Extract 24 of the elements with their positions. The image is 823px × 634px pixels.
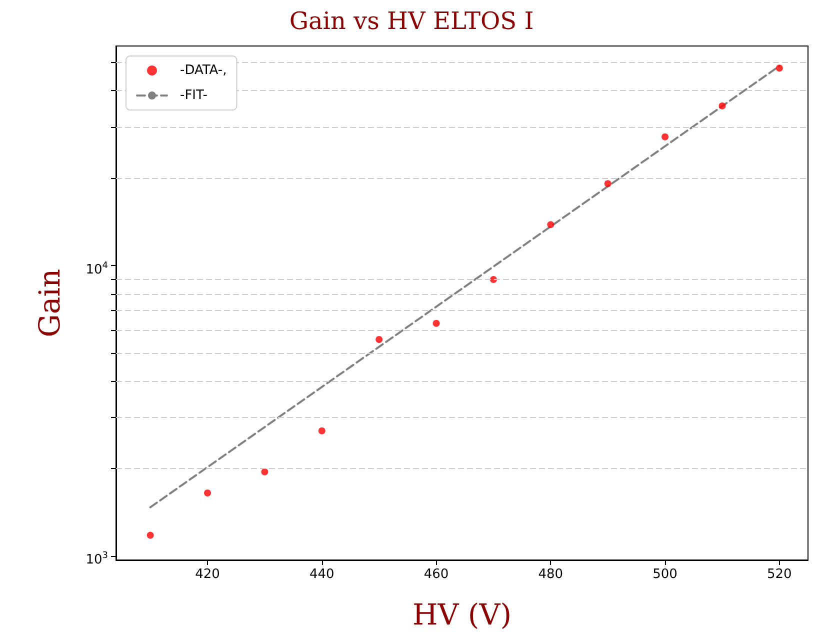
point — [432, 320, 440, 327]
point — [776, 64, 783, 72]
point — [146, 532, 154, 539]
x-tick-label: 520 — [766, 567, 792, 582]
x-tick-label: 500 — [652, 567, 678, 582]
point — [318, 427, 326, 434]
legend-label: -DATA-, — [180, 63, 227, 78]
point — [604, 180, 612, 188]
x-tick-label: 460 — [424, 567, 449, 582]
x-tick-label: 440 — [309, 567, 334, 582]
y-axis-title: Gain — [32, 268, 66, 338]
x-tick-label: 480 — [538, 567, 564, 582]
point — [662, 133, 669, 140]
x-tick-label: 420 — [195, 567, 220, 582]
legend-label: -FIT- — [180, 88, 208, 103]
point — [261, 468, 268, 476]
point — [718, 102, 726, 110]
point — [547, 221, 554, 228]
y-tick-label: 10$^{3}$ — [86, 550, 108, 570]
chart-title: Gain vs HV ELTOS I — [289, 7, 534, 35]
y-tick-label: 10$^{4}$ — [86, 260, 108, 279]
x-axis-title: HV (V) — [412, 598, 512, 632]
point — [204, 489, 212, 496]
point — [376, 336, 383, 343]
